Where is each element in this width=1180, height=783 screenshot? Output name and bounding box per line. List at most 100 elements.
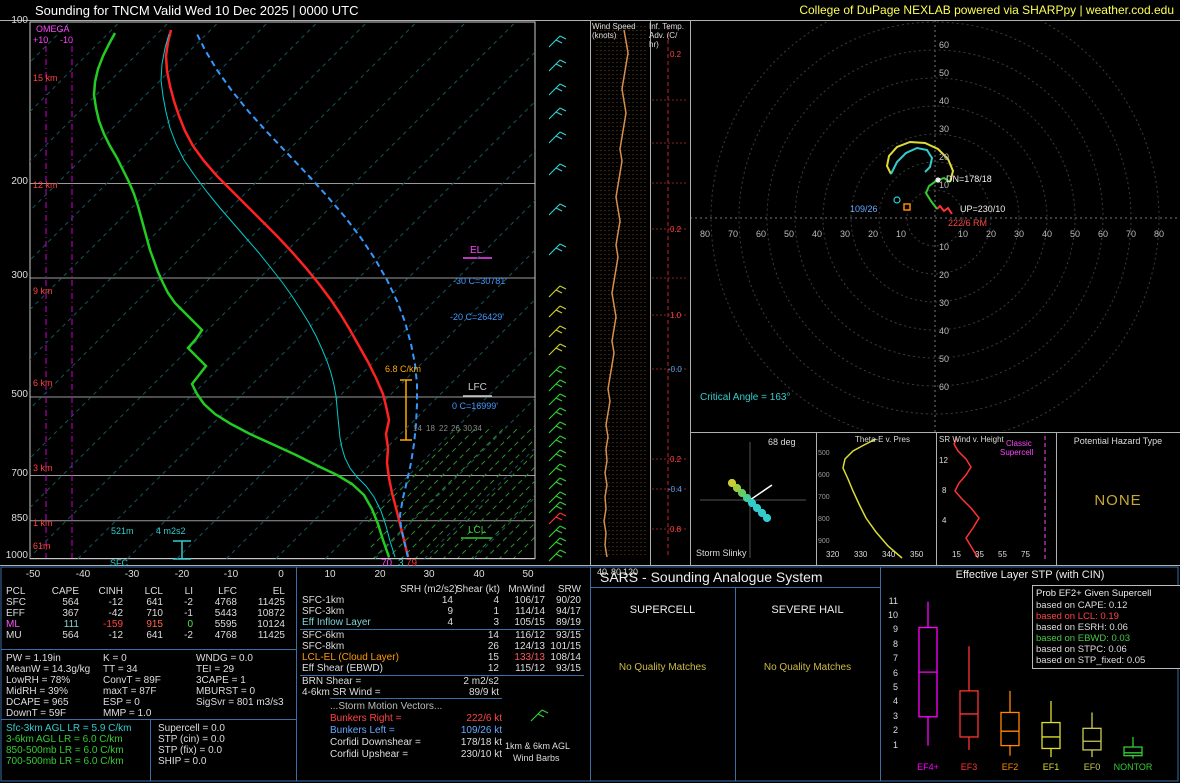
stp-box xyxy=(1000,711,1020,747)
wind-barb xyxy=(555,87,563,92)
wind-barb xyxy=(548,131,561,144)
slinky-dot xyxy=(752,503,762,513)
table-cell: 101/15 xyxy=(550,640,581,652)
wind-barb xyxy=(548,285,561,298)
thermo-stats-col3: WNDG = 0.0 TEI = 29 3CAPE = 1 MBURST = 0 Sig… xyxy=(196,653,284,708)
sars-supercell-header: SUPERCELL xyxy=(629,604,696,616)
sars-title: SARS - Sounding Analogue System xyxy=(600,569,823,585)
stp-legend-title: Prob EF2+ Given Supercell xyxy=(1036,588,1152,599)
stat-line: SigSvr = 801 m3/s3 xyxy=(196,697,284,708)
table-cell: 641 xyxy=(146,596,163,608)
sounding-title: Sounding for TNCM Valid Wed 10 Dec 2025 … xyxy=(35,3,359,18)
stp-chart-title: Effective Layer STP (with CIN) xyxy=(955,569,1105,581)
sars-hail-result: No Quality Matches xyxy=(763,662,852,673)
table-cell: EFF xyxy=(6,607,25,619)
table-row: SFC-1km 14 4 106/17 90/20 xyxy=(300,595,584,606)
wind-barb xyxy=(559,537,567,542)
wind-barb xyxy=(559,365,567,370)
wind-barb xyxy=(555,207,563,212)
left-mover-marker xyxy=(893,196,901,204)
table-cell: SRH (m2/s2) xyxy=(400,583,458,595)
stat-line: MMP = 1.0 xyxy=(103,708,152,719)
table-cell: 108/14 xyxy=(550,651,581,663)
lapse-rate-block: Sfc-3km AGL LR = 5.9 C/km 3-6km AGL LR = … xyxy=(6,723,132,767)
wind-barb xyxy=(559,393,567,398)
wind-barb xyxy=(559,325,567,330)
stat-line: DownT = 59F xyxy=(6,708,67,719)
table-cell: 111 xyxy=(63,618,79,630)
table-row: SFC-3km 9 1 114/14 94/17 xyxy=(300,606,584,617)
wind-barb xyxy=(555,529,563,534)
stat-line: based on STPC: 0.06 xyxy=(1036,644,1127,655)
wind-barb xyxy=(559,379,567,384)
stat-part: Corfidi Downshear = xyxy=(330,737,421,748)
stat-part: 222/6 kt xyxy=(466,713,502,724)
table-row: 4-6km SR Wind = 89/9 kt xyxy=(300,687,584,698)
wind-barb xyxy=(548,477,561,490)
table-cell: LCL-EL (Cloud Layer) xyxy=(302,651,399,663)
wind-barb xyxy=(555,541,563,546)
kinematics-table: SRH (m2/s2) Shear (kt) MnWind SRW SFC-1km 14 4… xyxy=(300,584,584,698)
wind-barb xyxy=(555,63,563,68)
wind-barb xyxy=(537,713,545,718)
wind-barb xyxy=(559,463,567,468)
table-cell: 4-6km SR Wind = xyxy=(302,686,381,698)
wind-barb xyxy=(548,537,561,550)
table-cell: Eff Shear (EBWD) xyxy=(302,662,383,674)
stat-line: SHIP = 0.0 xyxy=(158,756,207,767)
stat-line: based on LCL: 0.19 xyxy=(1036,611,1119,622)
table-cell: 1 xyxy=(493,605,499,617)
table-row: Eff Inflow Layer 4 3 105/15 89/19 xyxy=(300,617,584,628)
table-cell: LFC xyxy=(218,585,237,597)
slinky-dot xyxy=(727,478,737,488)
stp-box xyxy=(1082,727,1102,751)
thermo-stats-col1: PW = 1.19in MeanW = 14.3g/kg LowRH = 78% Mi… xyxy=(6,653,90,719)
wind-barb xyxy=(555,347,563,352)
table-cell: LI xyxy=(184,585,193,597)
slinky-dot xyxy=(747,498,757,508)
dewpoint xyxy=(92,32,391,558)
table-cell: -12 xyxy=(108,629,123,641)
wind-barb xyxy=(555,111,563,116)
wind-barb xyxy=(555,383,563,388)
wind-barb xyxy=(555,369,563,374)
wind-barb xyxy=(559,305,567,310)
wind-barb xyxy=(548,305,561,318)
stat-line: Supercell = 0.0 xyxy=(158,723,225,734)
stat-line: Bunkers Right = 222/6 kt xyxy=(330,713,502,725)
stat-line: 3CAPE = 1 xyxy=(196,675,246,686)
sars-hail-header: SEVERE HAIL xyxy=(771,604,844,616)
wind-barb xyxy=(559,477,567,482)
wind-barb xyxy=(548,421,561,434)
table-cell: -159 xyxy=(102,618,123,630)
slinky-dot xyxy=(737,488,747,498)
wind-barb xyxy=(548,501,561,514)
stat-line: based on CAPE: 0.12 xyxy=(1036,600,1128,611)
stp-box xyxy=(1123,746,1143,757)
wind-barb xyxy=(548,83,561,96)
wind-barb xyxy=(555,167,563,172)
table-cell: BRN Shear = xyxy=(302,675,362,687)
table-cell: Eff Inflow Layer xyxy=(302,616,371,628)
wind-barb xyxy=(548,163,561,176)
table-cell: LCL xyxy=(144,585,163,597)
table-cell: 11425 xyxy=(257,629,285,641)
site-brand-link[interactable]: College of DuPage NEXLAB powered via SHA… xyxy=(799,3,1174,17)
wind-barb xyxy=(559,407,567,412)
composite-index-block: Supercell = 0.0 STP (cin) = 0.0 STP (fix) … xyxy=(158,723,225,767)
wind-barb xyxy=(548,343,561,356)
table-cell: 115/12 xyxy=(515,662,545,674)
hazard-value: NONE xyxy=(1094,492,1142,509)
table-cell: 4768 xyxy=(214,629,237,641)
wind-barb xyxy=(548,107,561,120)
table-cell: 564 xyxy=(62,596,79,608)
stat-line: Corfidi Upshear = 230/10 kt xyxy=(330,749,502,761)
table-cell: 5443 xyxy=(214,607,237,619)
table-cell: 10124 xyxy=(257,618,285,630)
wind-barb xyxy=(548,59,561,72)
wind-barb xyxy=(555,481,563,486)
table-cell: EL xyxy=(272,585,285,597)
wind-barb xyxy=(548,365,561,378)
table-row: PCL CAPE CINH LCL LI LFC EL xyxy=(4,586,288,597)
temperature xyxy=(164,29,410,558)
